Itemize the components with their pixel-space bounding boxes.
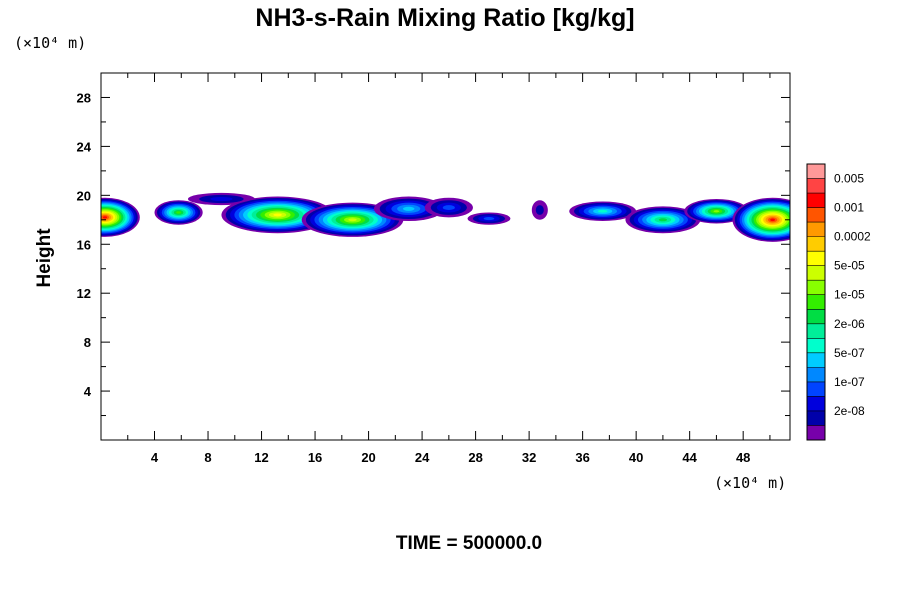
- x-tick-label: 36: [575, 450, 589, 465]
- colorbar-swatch: [807, 222, 825, 238]
- contour-band: [176, 211, 182, 214]
- contour-band: [597, 209, 608, 213]
- contour-field: [101, 192, 790, 242]
- x-tick-label: 12: [254, 450, 268, 465]
- contour-band: [273, 213, 282, 217]
- colorbar-swatch: [807, 367, 825, 383]
- colorbar-label: 5e-07: [834, 346, 865, 360]
- x-tick-label: 24: [415, 450, 430, 465]
- contour-band: [402, 206, 415, 211]
- colorbar-swatch: [807, 309, 825, 325]
- colorbar-swatch: [807, 236, 825, 252]
- contour-band: [658, 218, 668, 222]
- x-tick-label: 4: [151, 450, 159, 465]
- x-unit-label: (×10⁴ m): [714, 474, 786, 492]
- colorbar-swatch: [807, 193, 825, 208]
- colorbar-swatch: [807, 425, 825, 441]
- colorbar-swatch: [807, 352, 825, 368]
- x-tick-label: 28: [468, 450, 482, 465]
- y-axis-label: Height: [34, 228, 55, 288]
- x-tick-label: 8: [204, 450, 211, 465]
- colorbar-swatch: [807, 251, 825, 267]
- x-axis: 4 8 12 16 20 24 28 32 36 40 44 48: [127, 73, 771, 465]
- colorbar-label: 1e-07: [834, 375, 865, 389]
- colorbar-label: 0.0002: [834, 230, 871, 244]
- colorbar-label: 1e-05: [834, 288, 865, 302]
- colorbar-swatch: [807, 338, 825, 354]
- x-tick-label: 48: [736, 450, 750, 465]
- x-tick-label: 16: [308, 450, 322, 465]
- y-tick-label: 20: [77, 188, 91, 203]
- colorbar-label: 2e-08: [834, 404, 865, 418]
- colorbar-swatch: [807, 265, 825, 281]
- contour-band: [102, 216, 108, 219]
- plot-frame: [100, 72, 791, 441]
- colorbar-swatch: [807, 164, 825, 179]
- time-label: TIME = 500000.0: [396, 533, 542, 554]
- x-tick-label: 32: [522, 450, 536, 465]
- contour-band: [535, 205, 544, 215]
- colorbar-swatch: [807, 178, 825, 194]
- x-tick-label: 44: [682, 450, 697, 465]
- y-tick-label: 12: [77, 286, 91, 301]
- colorbar-swatch: [807, 410, 825, 426]
- colorbar-swatch: [807, 207, 825, 223]
- y-tick-label: 4: [84, 384, 92, 399]
- colorbar-label: 0.005: [834, 172, 864, 186]
- colorbar-label: 2e-06: [834, 317, 865, 331]
- colorbar-frame: [806, 163, 826, 441]
- colorbar-swatch: [807, 294, 825, 310]
- colorbar-label: 5e-05: [834, 259, 865, 273]
- y-tick-label: 8: [84, 335, 91, 350]
- contour-band: [713, 210, 720, 213]
- contour-band: [348, 218, 357, 222]
- contour-band: [210, 196, 233, 202]
- colorbar-swatch: [807, 381, 825, 397]
- y-axis: 4 8 12 16 20 24 28: [77, 90, 790, 417]
- colorbar-label: 0.001: [834, 201, 864, 215]
- y-tick-label: 28: [77, 90, 91, 105]
- colorbar-swatch: [807, 323, 825, 339]
- colorbar-swatch: [807, 280, 825, 296]
- x-tick-label: 40: [629, 450, 643, 465]
- colorbar-swatch: [807, 396, 825, 412]
- x-tick-label: 20: [361, 450, 375, 465]
- contour-band: [483, 217, 495, 221]
- y-tick-label: 24: [77, 139, 92, 154]
- chart-title: NH3-s-Rain Mixing Ratio [kg/kg]: [255, 4, 634, 32]
- contour-band: [442, 205, 455, 211]
- y-tick-label: 16: [77, 237, 91, 252]
- y-unit-label: (×10⁴ m): [14, 34, 86, 52]
- colorbar: 0.005 0.001 0.0002 5e-05 1e-05 2e-06 5e-07 1e-0…: [806, 163, 871, 441]
- contour-band: [770, 218, 775, 222]
